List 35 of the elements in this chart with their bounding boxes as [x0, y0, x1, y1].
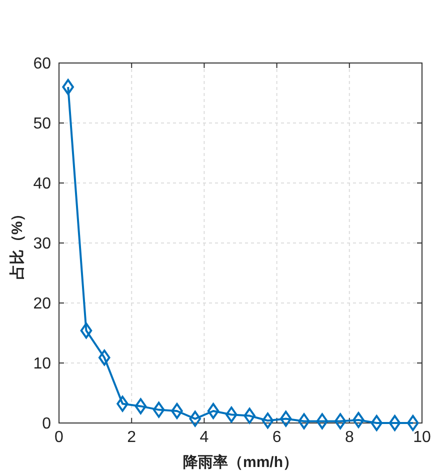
point — [352, 412, 364, 428]
y-tick-label: 30 — [33, 236, 52, 253]
y-axis-title: 占比（%） — [9, 206, 26, 280]
point — [189, 410, 202, 427]
x-tick-label: 2 — [127, 429, 136, 446]
x-tick-label: 0 — [54, 429, 64, 446]
point — [370, 415, 383, 431]
x-axis-title: 降雨率（mm/h） — [182, 453, 298, 471]
point — [244, 408, 256, 424]
x-tick-label: 10 — [413, 429, 431, 446]
y-tick-label: 0 — [42, 416, 52, 433]
point — [152, 402, 165, 418]
point — [134, 398, 147, 414]
point — [262, 412, 274, 429]
point — [407, 415, 419, 431]
point — [280, 410, 292, 427]
x-tick-label: 6 — [272, 429, 282, 446]
point — [316, 413, 328, 430]
point — [62, 79, 74, 95]
point — [226, 406, 238, 423]
point — [207, 403, 220, 419]
y-tick-label: 20 — [33, 296, 52, 313]
point — [116, 396, 128, 412]
y-tick-label: 50 — [33, 116, 52, 133]
y-tick-label: 40 — [33, 176, 52, 193]
point — [334, 413, 346, 430]
y-tick-label: 60 — [33, 56, 52, 73]
point — [298, 413, 310, 430]
point — [98, 350, 110, 366]
point — [388, 415, 401, 431]
point — [80, 322, 92, 339]
point — [171, 403, 183, 419]
y-tick-label: 10 — [33, 356, 52, 373]
x-tick-label: 8 — [344, 429, 354, 446]
x-tick-label: 4 — [200, 429, 209, 446]
